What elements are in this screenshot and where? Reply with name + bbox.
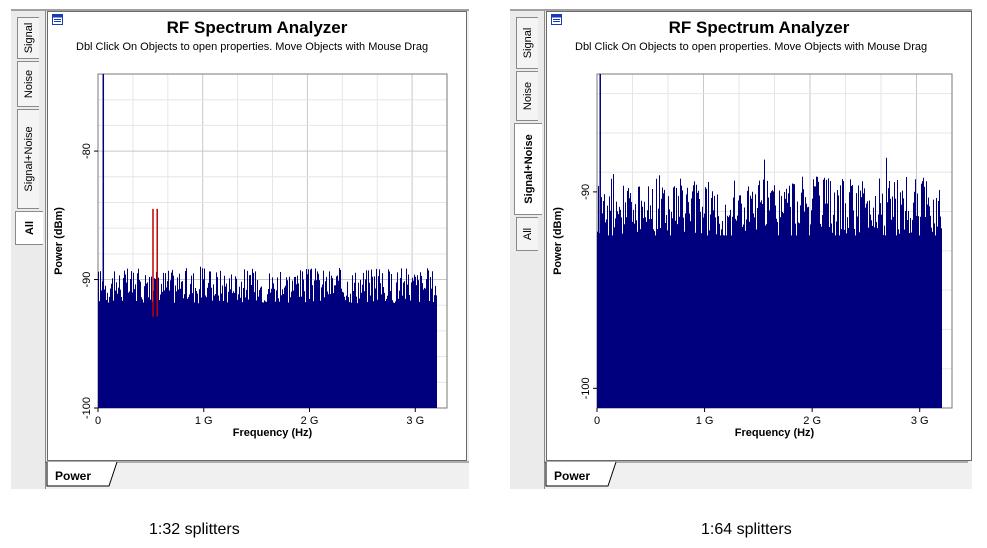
- tab-signal-noise[interactable]: Signal+Noise: [514, 123, 542, 215]
- tab-all[interactable]: All: [15, 211, 43, 245]
- tab-all[interactable]: All: [516, 217, 538, 251]
- tab-label: Signal+Noise: [22, 126, 35, 192]
- chart-subtitle: Dbl Click On Objects to open properties.…: [76, 41, 429, 53]
- x-tick-label: 1 G: [696, 415, 714, 427]
- tab-noise[interactable]: Noise: [17, 61, 39, 107]
- x-tick-label: 0: [95, 415, 101, 427]
- y-tick-label: -100: [580, 377, 592, 399]
- tab-label: All: [521, 227, 534, 241]
- bottom-tab-strip: Power: [544, 461, 968, 487]
- chart-title: RF Spectrum Analyzer: [668, 18, 850, 37]
- spectrum-chart[interactable]: 0 1 G 2 G 3 G -80 -90 -100 Frequency (Hz) Power …: [48, 12, 466, 460]
- x-axis-label: Frequency (Hz): [233, 427, 313, 439]
- x-tick-label: 2 G: [803, 415, 821, 427]
- tab-power[interactable]: Power: [55, 469, 91, 483]
- tab-label: All: [23, 220, 36, 236]
- analyzer-window: Signal Noise Signal+Noise All RF Spectru…: [510, 9, 972, 489]
- caption: 1:64 splitters: [701, 521, 792, 538]
- tab-label: Signal: [22, 22, 35, 54]
- tab-signal[interactable]: Signal: [17, 17, 39, 59]
- plot-frame[interactable]: RF Spectrum Analyzer Dbl Click On Object…: [47, 11, 467, 461]
- y-axis-label: Power (dBm): [552, 207, 564, 275]
- tab-noise[interactable]: Noise: [516, 71, 538, 121]
- tab-signal[interactable]: Signal: [516, 17, 538, 69]
- window-icon[interactable]: [52, 14, 63, 25]
- x-tick-label: 3 G: [406, 415, 424, 427]
- tab-label: Noise: [22, 69, 35, 99]
- bottom-tab-strip: Power: [45, 461, 469, 487]
- x-axis-label: Frequency (Hz): [735, 427, 815, 439]
- y-tick-label: -90: [81, 272, 93, 288]
- chart-subtitle: Dbl Click On Objects to open properties.…: [575, 41, 928, 53]
- tab-signal-noise[interactable]: Signal+Noise: [17, 109, 39, 209]
- x-tick-label: 0: [594, 415, 600, 427]
- analyzer-window: Signal Noise Signal+Noise All RF Spectru…: [11, 9, 469, 489]
- plot-frame[interactable]: RF Spectrum Analyzer Dbl Click On Object…: [546, 11, 972, 461]
- window-border: [510, 9, 972, 11]
- y-tick-label: -90: [580, 184, 592, 200]
- tab-power[interactable]: Power: [554, 469, 590, 483]
- tab-label: Signal+Noise: [522, 134, 535, 204]
- x-tick-label: 2 G: [301, 415, 319, 427]
- side-tab-strip: Signal Noise Signal+Noise All: [11, 11, 46, 489]
- chart-title: RF Spectrum Analyzer: [166, 18, 348, 37]
- x-tick-label: 3 G: [911, 415, 929, 427]
- x-tick-label: 1 G: [195, 415, 213, 427]
- side-tab-strip: Signal Noise Signal+Noise All: [510, 11, 545, 489]
- tab-label: Noise: [521, 81, 534, 111]
- tab-label: Signal: [521, 27, 534, 59]
- caption: 1:32 splitters: [149, 521, 240, 538]
- y-axis-label: Power (dBm): [53, 207, 65, 275]
- spectrum-chart[interactable]: 0 1 G 2 G 3 G -90 -100 Frequency (Hz) Power (dB…: [547, 12, 971, 460]
- window-border: [11, 9, 469, 11]
- window-icon[interactable]: [551, 14, 562, 25]
- y-tick-label: -80: [81, 143, 93, 159]
- y-tick-label: -100: [81, 397, 93, 419]
